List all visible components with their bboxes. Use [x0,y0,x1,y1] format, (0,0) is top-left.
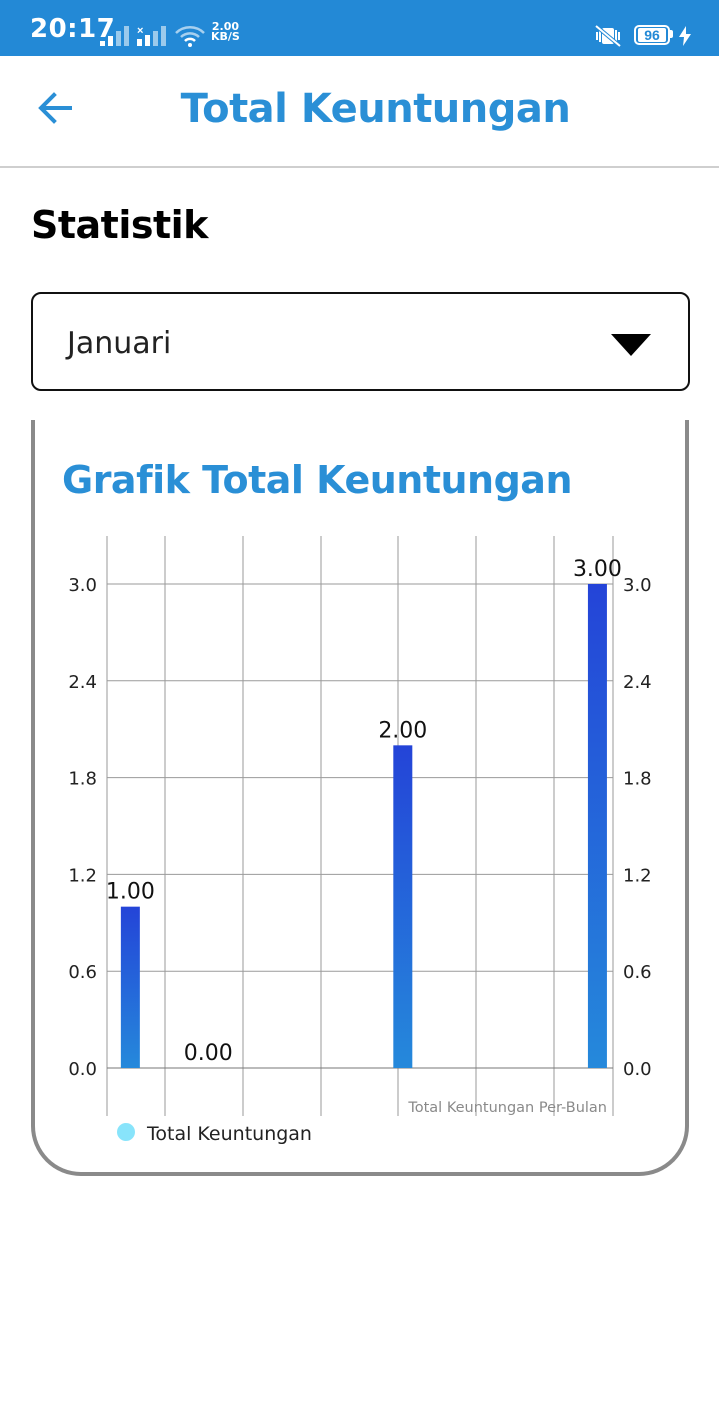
caret-down-icon [611,334,651,356]
y-tick-label-right: 1.8 [623,769,652,790]
y-tick-label-right: 0.6 [623,962,652,983]
signal-icon [100,26,129,46]
y-tick-label-left: 1.8 [68,769,97,790]
battery-tip [670,30,673,38]
chart-description: Total Keuntungan Per-Bulan [407,1100,607,1116]
bar [120,906,140,1068]
y-tick-label-left: 2.4 [68,672,97,693]
chart-title: Grafik Total Keuntungan [62,458,573,502]
y-tick-label-right: 2.4 [623,672,652,693]
y-tick-label-right: 1.2 [623,865,652,886]
y-tick-label-right: 3.0 [623,575,652,596]
y-tick-label-left: 3.0 [68,575,97,596]
battery-level: 96 [638,28,666,42]
bar [393,745,413,1068]
arrow-left-icon[interactable] [34,86,78,130]
network-speed: 2.00 KB/S [211,20,240,43]
bar [587,584,607,1068]
wifi-icon [175,26,205,47]
month-dropdown-value: Januari [67,326,172,361]
page-title: Total Keuntungan [180,86,571,132]
charging-icon [679,26,691,46]
y-tick-label-left: 0.0 [68,1059,97,1080]
status-bar: 20:17 × 2.00 KB/S 96 [0,0,719,56]
network-speed-unit: KB/S [211,30,240,43]
bar-value-label: 1.00 [106,880,155,905]
legend-label: Total Keuntungan [146,1123,312,1145]
section-title: Statistik [31,203,208,247]
battery-indicator: 96 [634,25,670,45]
month-dropdown[interactable]: Januari [31,292,690,391]
signal-no-service-icon: × [137,25,166,46]
vibrate-mute-icon [594,24,622,48]
bar-value-label: 0.00 [184,1041,233,1066]
network-speed-value: 2.00 [211,20,239,33]
status-time: 20:17 [30,14,116,44]
bar-value-label: 3.00 [573,557,622,582]
y-tick-label-right: 0.0 [623,1059,652,1080]
svg-text:×: × [137,25,143,37]
y-tick-label-left: 1.2 [68,865,97,886]
bar-value-label: 2.00 [378,718,427,743]
y-tick-label-left: 0.6 [68,962,97,983]
legend-dot [117,1123,135,1141]
bar-chart: 0.0 0.0 0.6 0.6 1.2 1.2 1.8 1.8 2.4 2.4 3.0 3.0 1.00… [68,536,652,1145]
app-bar: Total Keuntungan [0,56,719,168]
chart-card: Grafik Total Keuntungan [31,420,689,1176]
